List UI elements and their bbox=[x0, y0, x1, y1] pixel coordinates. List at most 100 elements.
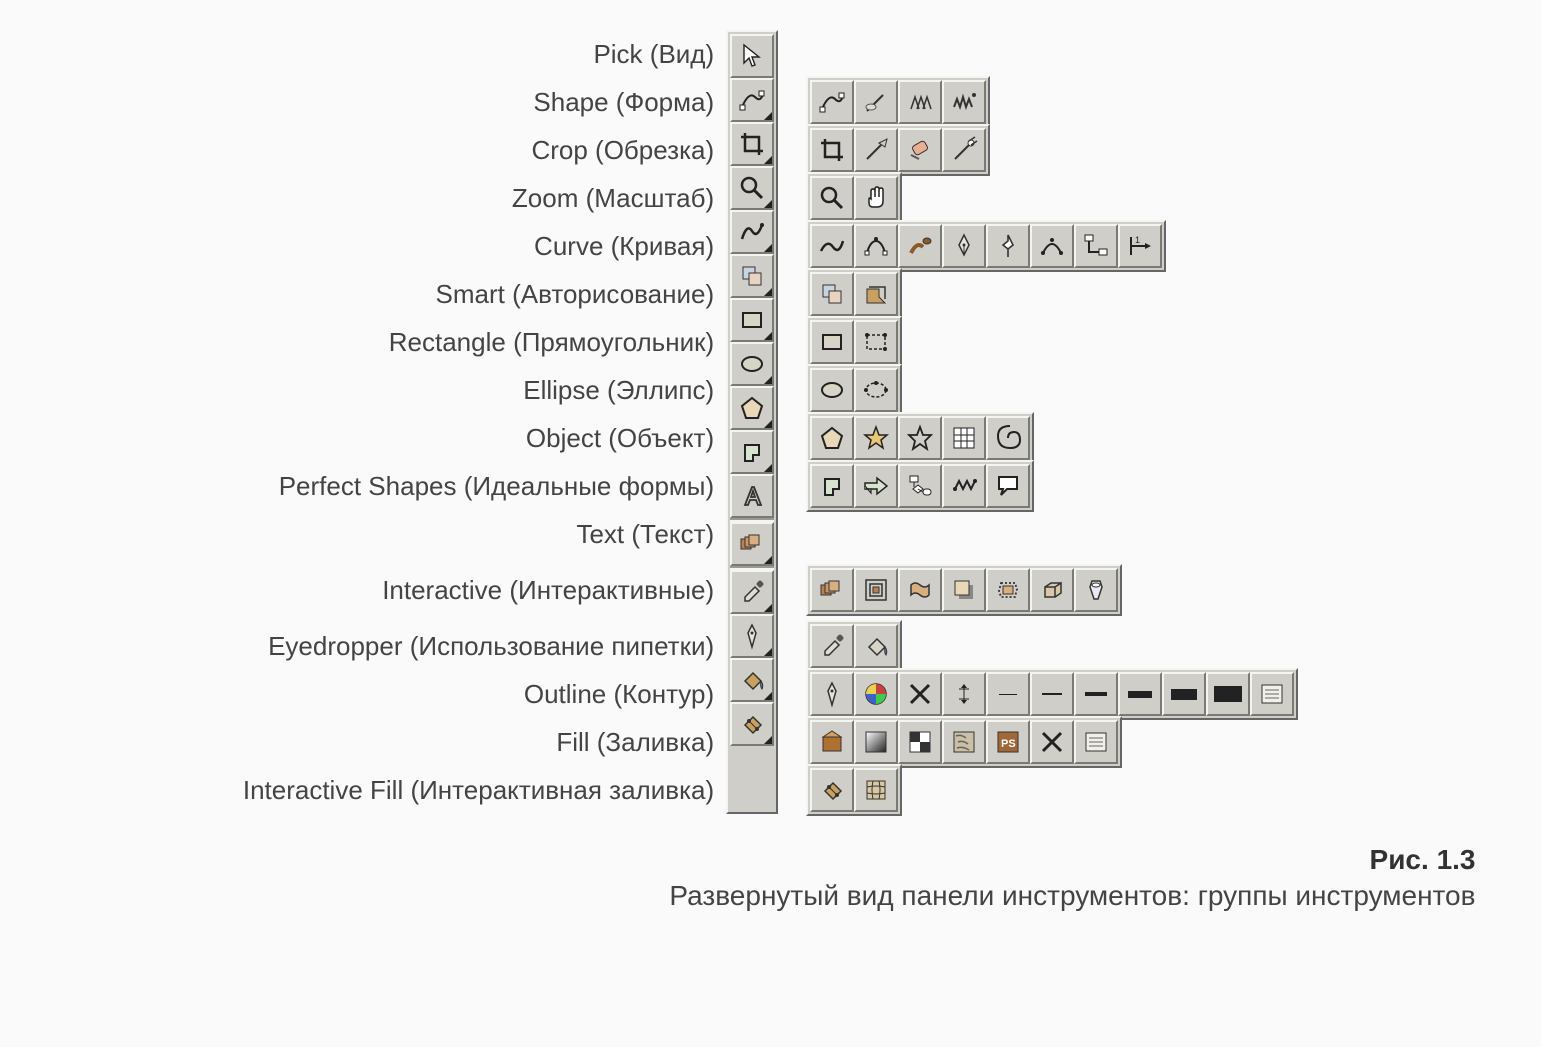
3pt-curve-tool-button[interactable] bbox=[1030, 224, 1074, 268]
no-fill-tool-button[interactable] bbox=[1030, 720, 1074, 764]
line-8-tool-button[interactable] bbox=[1206, 672, 1250, 716]
distort-tool-button[interactable] bbox=[898, 568, 942, 612]
rect-icon bbox=[737, 305, 767, 335]
3pt-rect-tool-button[interactable] bbox=[854, 320, 898, 364]
complex-star-tool-button[interactable] bbox=[898, 416, 942, 460]
shape-tool-button[interactable] bbox=[730, 78, 774, 122]
fill-tool-button[interactable] bbox=[730, 658, 774, 702]
contour-icon bbox=[861, 575, 891, 605]
blend-tool-button[interactable] bbox=[810, 568, 854, 612]
int-fill-tool-button[interactable] bbox=[810, 768, 854, 812]
contour-tool-button[interactable] bbox=[854, 568, 898, 612]
outline-tool-button[interactable] bbox=[730, 614, 774, 658]
pen-tool-button[interactable] bbox=[942, 224, 986, 268]
polygon-icon bbox=[817, 423, 847, 453]
artistic-tool-button[interactable] bbox=[898, 224, 942, 268]
tool-label: Interactive (Интерактивные) bbox=[382, 566, 714, 614]
graph-paper-tool-button[interactable] bbox=[942, 416, 986, 460]
polyline-icon bbox=[993, 231, 1023, 261]
arrow-shape-tool-button[interactable] bbox=[854, 464, 898, 508]
eyedropper-tool-button[interactable] bbox=[730, 570, 774, 614]
pattern-fill-tool-button[interactable] bbox=[898, 720, 942, 764]
shape-flyout bbox=[806, 76, 990, 128]
smart-tool-button[interactable] bbox=[810, 272, 854, 316]
outline-pen-tool-button[interactable] bbox=[810, 672, 854, 716]
text-icon bbox=[737, 481, 767, 511]
connector-icon bbox=[1081, 231, 1111, 261]
outline-flyout bbox=[806, 668, 1298, 720]
smart-tool-button[interactable] bbox=[730, 254, 774, 298]
ellipse-tool-button[interactable] bbox=[810, 368, 854, 412]
eyedropper-tool-button[interactable] bbox=[810, 624, 854, 668]
fountain-fill-icon bbox=[861, 727, 891, 757]
star-tool-button[interactable] bbox=[854, 416, 898, 460]
tool-label: Fill (Заливка) bbox=[556, 718, 714, 766]
polygon-tool-button[interactable] bbox=[730, 386, 774, 430]
crop-icon bbox=[817, 135, 847, 165]
roughen-tool-button[interactable] bbox=[942, 80, 986, 124]
outline-dialog-tool-button[interactable] bbox=[1250, 672, 1294, 716]
ellipse-tool-button[interactable] bbox=[730, 342, 774, 386]
knife-tool-button[interactable] bbox=[854, 80, 898, 124]
int-fill-tool-button[interactable] bbox=[730, 702, 774, 746]
line-1-tool-button[interactable] bbox=[1074, 672, 1118, 716]
pick-tool-button[interactable] bbox=[730, 34, 774, 78]
line-0.5-tool-button[interactable] bbox=[1030, 672, 1074, 716]
line-4-icon bbox=[1169, 679, 1199, 709]
paintbucket-tool-button[interactable] bbox=[854, 624, 898, 668]
smudge-tool-button[interactable] bbox=[898, 80, 942, 124]
banner-shape-tool-button[interactable] bbox=[942, 464, 986, 508]
texture-fill-tool-button[interactable] bbox=[942, 720, 986, 764]
spiral-tool-button[interactable] bbox=[986, 416, 1030, 460]
flowchart-shape-tool-button[interactable] bbox=[898, 464, 942, 508]
line-2-tool-button[interactable] bbox=[1118, 672, 1162, 716]
crop-tool-button[interactable] bbox=[810, 128, 854, 172]
hairline-tool-button[interactable] bbox=[942, 672, 986, 716]
knife2-tool-button[interactable] bbox=[854, 128, 898, 172]
polyline-tool-button[interactable] bbox=[986, 224, 1030, 268]
mesh-fill-tool-button[interactable] bbox=[854, 768, 898, 812]
fountain-fill-tool-button[interactable] bbox=[854, 720, 898, 764]
dimension-tool-button[interactable]: 1 bbox=[1118, 224, 1162, 268]
curve-tool-button[interactable] bbox=[730, 210, 774, 254]
freehand-tool-button[interactable] bbox=[810, 224, 854, 268]
zoom-tool-button[interactable] bbox=[730, 166, 774, 210]
3pt-ellipse-icon bbox=[861, 375, 891, 405]
polygon-tool-button[interactable] bbox=[810, 416, 854, 460]
basic-shape-tool-button[interactable] bbox=[730, 430, 774, 474]
outline-color-tool-button[interactable] bbox=[854, 672, 898, 716]
basic-shape-tool-button[interactable] bbox=[810, 464, 854, 508]
eraser-tool-button[interactable] bbox=[898, 128, 942, 172]
callout-shape-tool-button[interactable] bbox=[986, 464, 1030, 508]
connector-tool-button[interactable] bbox=[1074, 224, 1118, 268]
shape-tool-button[interactable] bbox=[810, 80, 854, 124]
ellipse-icon bbox=[817, 375, 847, 405]
rect-tool-button[interactable] bbox=[810, 320, 854, 364]
no-outline-tool-button[interactable] bbox=[898, 672, 942, 716]
transparency-tool-button[interactable] bbox=[1074, 568, 1118, 612]
postscript-fill-tool-button[interactable]: PS bbox=[986, 720, 1030, 764]
banner-shape-icon bbox=[949, 471, 979, 501]
dropshadow-icon bbox=[949, 575, 979, 605]
line-4-tool-button[interactable] bbox=[1162, 672, 1206, 716]
fill-dialog-tool-button[interactable] bbox=[1074, 720, 1118, 764]
smartfill-tool-button[interactable] bbox=[854, 272, 898, 316]
extrude-tool-button[interactable] bbox=[1030, 568, 1074, 612]
bezier-tool-button[interactable] bbox=[854, 224, 898, 268]
zoom-tool-button[interactable] bbox=[810, 176, 854, 220]
virtseg-tool-button[interactable] bbox=[942, 128, 986, 172]
crop-tool-button[interactable] bbox=[730, 122, 774, 166]
crop-icon bbox=[737, 129, 767, 159]
line-0.25-tool-button[interactable] bbox=[986, 672, 1030, 716]
uniform-fill-tool-button[interactable] bbox=[810, 720, 854, 764]
rect-tool-button[interactable] bbox=[730, 298, 774, 342]
blend-tool-button[interactable] bbox=[730, 522, 774, 566]
3pt-ellipse-tool-button[interactable] bbox=[854, 368, 898, 412]
hand-tool-button[interactable] bbox=[854, 176, 898, 220]
dropshadow-tool-button[interactable] bbox=[942, 568, 986, 612]
int-fill-icon bbox=[737, 709, 767, 739]
flyouts-column: 1 PS bbox=[778, 30, 1298, 814]
text-tool-button[interactable] bbox=[730, 474, 774, 518]
ellipse-icon bbox=[737, 349, 767, 379]
envelope-tool-button[interactable] bbox=[986, 568, 1030, 612]
